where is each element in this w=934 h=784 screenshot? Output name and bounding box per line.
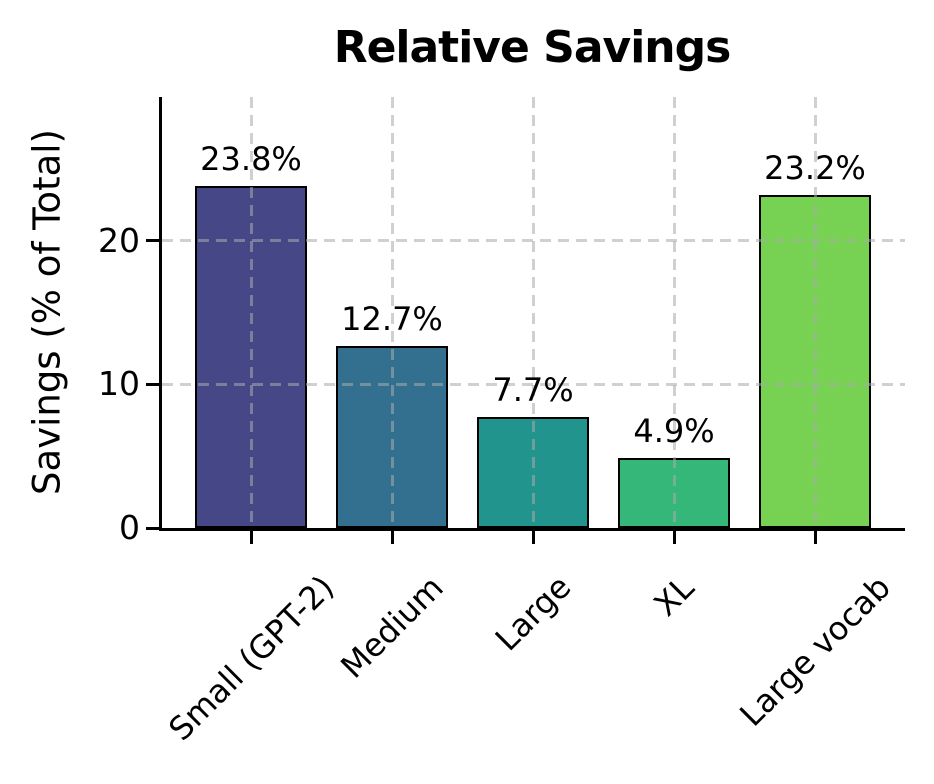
- x-axis-tick: [249, 528, 253, 544]
- x-axis-tick: [390, 528, 394, 544]
- y-tick-label: 0: [119, 508, 140, 547]
- bar: [477, 417, 589, 528]
- y-axis-tick: [146, 526, 159, 530]
- x-axis-tick: [672, 528, 676, 544]
- bar-value-label: 23.2%: [764, 148, 866, 187]
- y-tick-label: 20: [98, 220, 140, 260]
- bar-value-label: 4.9%: [633, 411, 715, 450]
- bar: [759, 194, 871, 528]
- y-axis-tick: [146, 382, 159, 386]
- x-tick-label: Small (GPT-2): [160, 568, 341, 749]
- bar: [336, 345, 448, 528]
- bar-value-label: 7.7%: [492, 371, 574, 410]
- plot-area: 23.8% 12.7% 7.7% 4.9% 23.2%: [159, 97, 905, 531]
- bar-value-label: 12.7%: [341, 299, 443, 338]
- bar: [195, 186, 307, 528]
- chart-title: Relative Savings: [333, 22, 732, 73]
- x-tick-label: XL: [646, 568, 702, 624]
- bar-value-label: 23.8%: [200, 140, 302, 179]
- x-tick-label: Large: [487, 567, 579, 659]
- x-axis-tick: [813, 528, 817, 544]
- x-tick-label: Large vocab: [732, 567, 898, 734]
- x-tick-label: Medium: [333, 568, 451, 686]
- y-axis-tick: [146, 239, 159, 243]
- y-axis-label: Savings (% of Total): [25, 129, 69, 495]
- bar: [618, 457, 730, 528]
- y-tick-label: 10: [98, 364, 140, 404]
- x-axis-tick: [531, 528, 535, 544]
